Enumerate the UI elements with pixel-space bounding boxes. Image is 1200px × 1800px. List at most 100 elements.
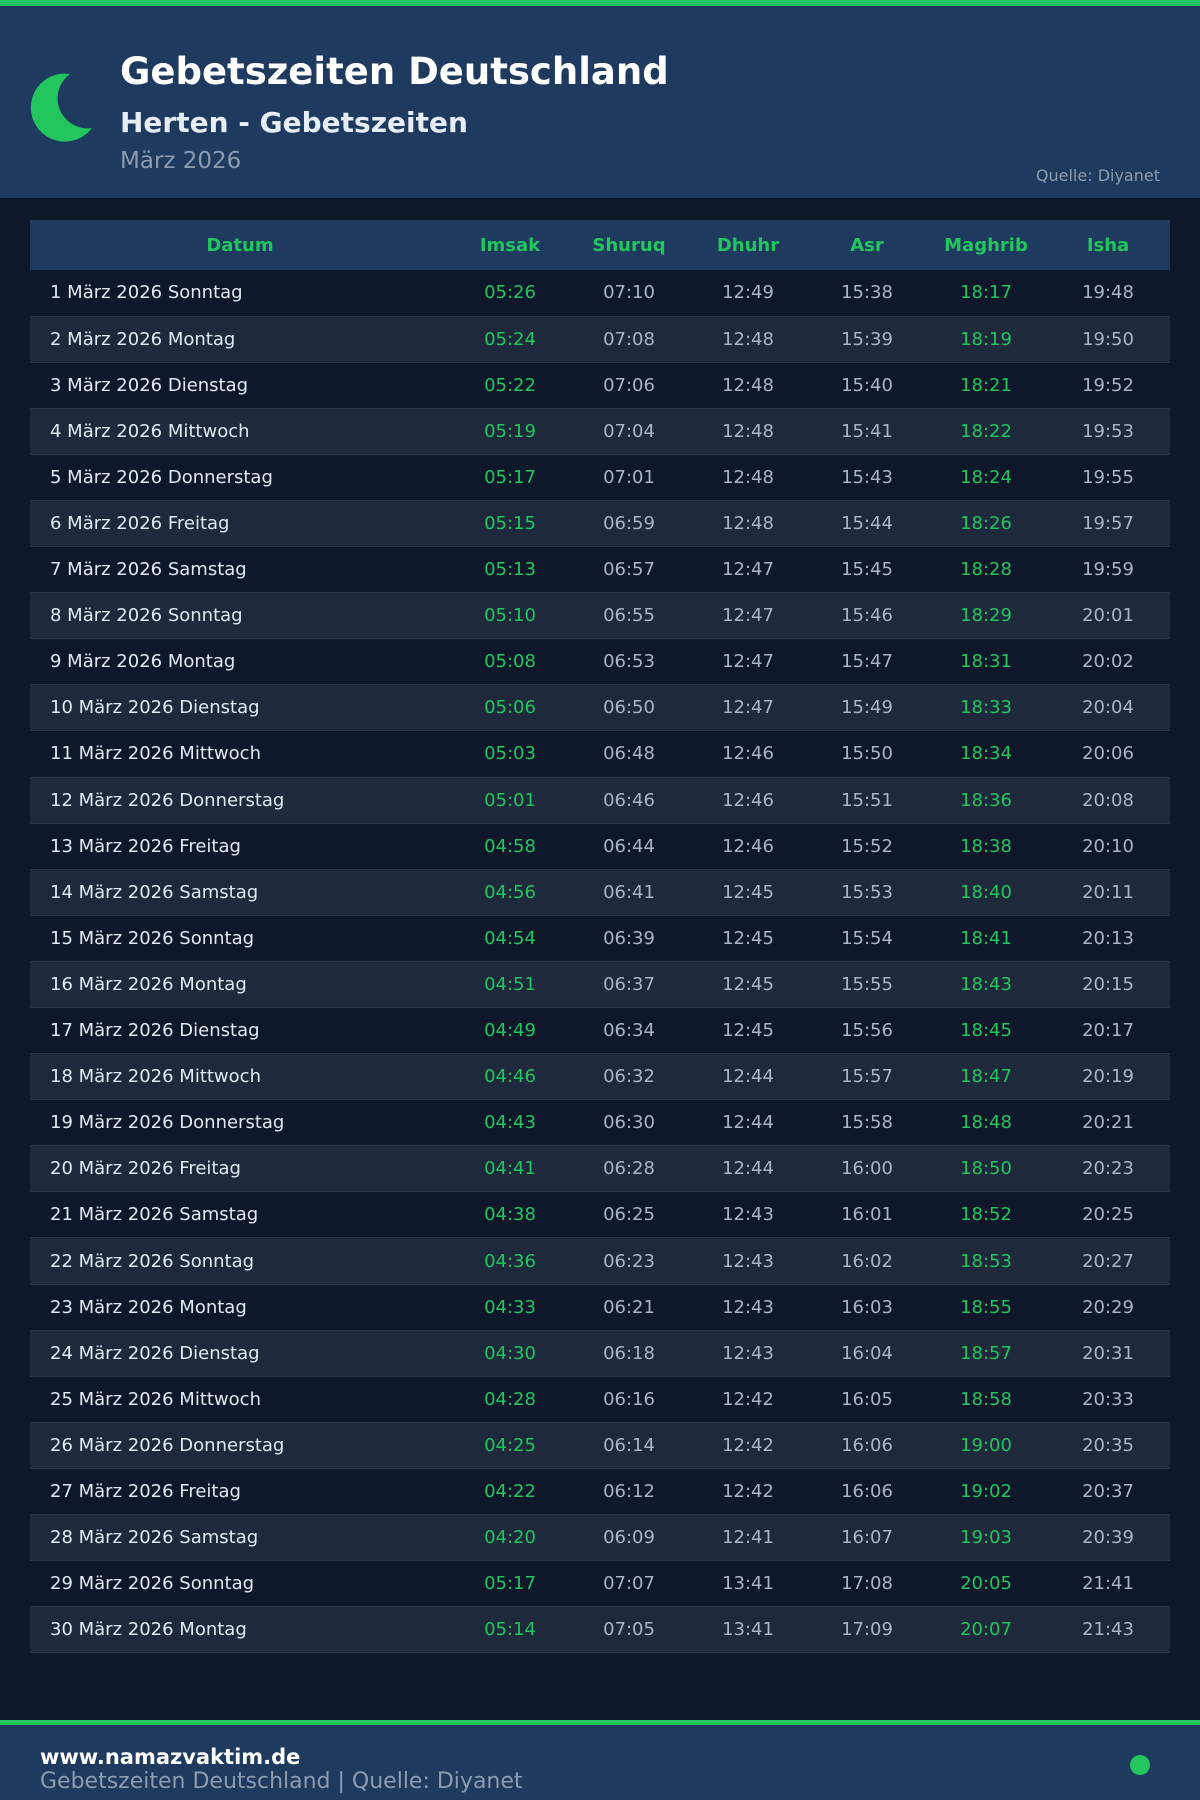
cell-datum: 24 März 2026 Dienstag <box>50 1342 260 1364</box>
cell-imsak: 05:24 <box>484 328 536 350</box>
table-row: 9 März 2026 Montag 05:08 06:53 12:47 15:47 18… <box>30 639 1170 685</box>
cell-dhuhr: 12:47 <box>722 651 774 673</box>
cell-datum: 25 März 2026 Mittwoch <box>50 1388 261 1410</box>
cell-imsak: 04:58 <box>484 835 536 857</box>
cell-shuruq: 06:44 <box>603 835 655 857</box>
cell-asr: 16:02 <box>841 1250 893 1272</box>
cell-asr: 15:57 <box>841 1066 893 1088</box>
cell-datum: 19 März 2026 Donnerstag <box>50 1112 285 1134</box>
cell-maghrib: 18:21 <box>960 374 1012 396</box>
cell-asr: 15:50 <box>841 743 893 765</box>
cell-dhuhr: 12:43 <box>722 1296 774 1318</box>
cell-isha: 20:10 <box>1082 835 1134 857</box>
cell-asr: 15:58 <box>841 1112 893 1134</box>
cell-imsak: 05:10 <box>484 605 536 627</box>
cell-shuruq: 07:07 <box>603 1573 655 1595</box>
cell-isha: 19:55 <box>1082 466 1134 488</box>
prayer-times-table: Datum Imsak Shuruq Dhuhr Asr Maghrib Isha 1 Mä… <box>30 220 1170 1653</box>
column-header-dhuhr: Dhuhr <box>716 234 780 256</box>
cell-shuruq: 06:50 <box>603 697 655 719</box>
table-row: 30 März 2026 Montag 05:14 07:05 13:41 17:09 2… <box>30 1606 1170 1653</box>
cell-imsak: 04:46 <box>484 1066 536 1088</box>
cell-isha: 19:48 <box>1082 282 1134 304</box>
cell-dhuhr: 13:41 <box>722 1573 774 1595</box>
cell-shuruq: 06:23 <box>603 1250 655 1272</box>
cell-asr: 15:54 <box>841 927 893 949</box>
cell-asr: 15:46 <box>841 605 893 627</box>
cell-datum: 2 März 2026 Montag <box>50 328 236 350</box>
table-row: 24 März 2026 Dienstag 04:30 06:18 12:43 16:0… <box>30 1330 1170 1377</box>
cell-isha: 19:52 <box>1082 374 1134 396</box>
cell-dhuhr: 12:49 <box>722 282 774 304</box>
table-row: 29 März 2026 Sonntag 05:17 07:07 13:41 17:08… <box>30 1561 1170 1607</box>
cell-imsak: 04:38 <box>484 1204 536 1226</box>
table-row: 20 März 2026 Freitag 04:41 06:28 12:44 16:00… <box>30 1145 1170 1192</box>
table-header-row: Datum Imsak Shuruq Dhuhr Asr Maghrib Isha <box>30 220 1170 270</box>
cell-imsak: 05:15 <box>484 513 536 535</box>
cell-datum: 13 März 2026 Freitag <box>50 835 241 857</box>
cell-isha: 20:02 <box>1082 651 1134 673</box>
cell-isha: 20:33 <box>1082 1388 1134 1410</box>
cell-asr: 17:09 <box>841 1619 893 1641</box>
footer-site-link[interactable]: www.namazvaktim.de <box>40 1745 301 1769</box>
cell-dhuhr: 12:42 <box>722 1480 774 1502</box>
table-row: 28 März 2026 Samstag 04:20 06:09 12:41 16:07… <box>30 1514 1170 1561</box>
cell-datum: 10 März 2026 Dienstag <box>50 697 260 719</box>
cell-maghrib: 20:07 <box>960 1619 1012 1641</box>
cell-shuruq: 06:21 <box>603 1296 655 1318</box>
cell-datum: 21 März 2026 Samstag <box>50 1204 259 1226</box>
table-row: 26 März 2026 Donnerstag 04:25 06:14 12:42 16… <box>30 1422 1170 1469</box>
page-title: Gebetszeiten Deutschland <box>120 50 669 93</box>
cell-maghrib: 18:47 <box>960 1066 1012 1088</box>
table-row: 4 März 2026 Mittwoch 05:19 07:04 12:48 15:41… <box>30 408 1170 455</box>
column-header-asr: Asr <box>850 234 884 256</box>
crescent-moon-icon <box>30 73 92 142</box>
cell-asr: 15:47 <box>841 651 893 673</box>
cell-datum: 9 März 2026 Montag <box>50 651 236 673</box>
cell-shuruq: 07:05 <box>603 1619 655 1641</box>
table-row: 10 März 2026 Dienstag 05:06 06:50 12:47 15:4… <box>30 684 1170 731</box>
cell-datum: 7 März 2026 Samstag <box>50 559 247 581</box>
cell-shuruq: 07:01 <box>603 466 655 488</box>
cell-shuruq: 07:10 <box>603 282 655 304</box>
cell-asr: 15:44 <box>841 513 893 535</box>
cell-imsak: 04:51 <box>484 973 536 995</box>
cell-datum: 26 März 2026 Donnerstag <box>50 1434 285 1456</box>
cell-imsak: 04:49 <box>484 1020 536 1042</box>
cell-maghrib: 18:26 <box>960 513 1012 535</box>
cell-maghrib: 18:53 <box>960 1250 1012 1272</box>
city-subtitle: Herten - Gebetszeiten <box>120 106 468 139</box>
cell-shuruq: 06:14 <box>603 1434 655 1456</box>
cell-imsak: 04:28 <box>484 1388 536 1410</box>
cell-datum: 5 März 2026 Donnerstag <box>50 466 273 488</box>
table-row: 23 März 2026 Montag 04:33 06:21 12:43 16:03 1… <box>30 1284 1170 1331</box>
cell-datum: 27 März 2026 Freitag <box>50 1480 241 1502</box>
cell-imsak: 05:14 <box>484 1619 536 1641</box>
cell-maghrib: 18:34 <box>960 743 1012 765</box>
cell-maghrib: 18:58 <box>960 1388 1012 1410</box>
cell-dhuhr: 12:45 <box>722 1020 774 1042</box>
cell-shuruq: 06:12 <box>603 1480 655 1502</box>
column-header-imsak: Imsak <box>479 234 541 256</box>
cell-isha: 20:13 <box>1082 927 1134 949</box>
cell-shuruq: 06:25 <box>603 1204 655 1226</box>
cell-dhuhr: 12:42 <box>722 1434 774 1456</box>
table-row: 17 März 2026 Dienstag 04:49 06:34 12:45 15:5… <box>30 1008 1170 1054</box>
table-row: 1 März 2026 Sonntag 05:26 07:10 12:49 15:38 1… <box>30 270 1170 317</box>
cell-dhuhr: 12:48 <box>722 466 774 488</box>
cell-isha: 20:23 <box>1082 1158 1134 1180</box>
table-row: 3 März 2026 Dienstag 05:22 07:06 12:48 15:40… <box>30 362 1170 409</box>
cell-isha: 21:43 <box>1082 1619 1134 1641</box>
cell-shuruq: 06:39 <box>603 927 655 949</box>
cell-isha: 20:21 <box>1082 1112 1134 1134</box>
cell-asr: 15:55 <box>841 973 893 995</box>
column-header-datum: Datum <box>206 234 274 256</box>
cell-maghrib: 18:55 <box>960 1296 1012 1318</box>
cell-isha: 19:59 <box>1082 559 1134 581</box>
cell-isha: 20:25 <box>1082 1204 1134 1226</box>
cell-shuruq: 06:53 <box>603 651 655 673</box>
table-row: 19 März 2026 Donnerstag 04:43 06:30 12:44 15… <box>30 1100 1170 1146</box>
cell-shuruq: 06:59 <box>603 513 655 535</box>
cell-dhuhr: 12:43 <box>722 1342 774 1364</box>
column-header-maghrib: Maghrib <box>944 234 1028 256</box>
